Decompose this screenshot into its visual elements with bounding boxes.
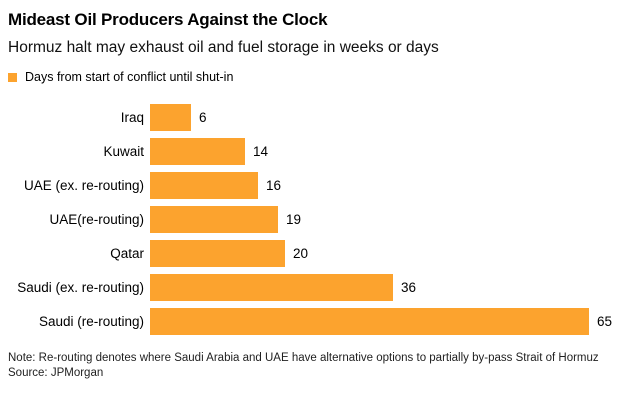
bar-row: UAE(re-routing) 19	[8, 202, 613, 236]
bar-value-label: 14	[253, 143, 269, 159]
legend: Days from start of conflict until shut-i…	[8, 70, 613, 84]
bar-value-label: 20	[293, 245, 309, 261]
bar-row-label: Iraq	[120, 109, 144, 125]
bar-row-label: Qatar	[110, 245, 144, 261]
bar-row: Saudi (ex. re-routing) 36	[8, 270, 613, 304]
bar-track: 14	[150, 134, 613, 168]
bar-row: Saudi (re-routing) 65	[8, 304, 613, 338]
bar-value-label: 6	[199, 109, 207, 125]
bar-row: Qatar 20	[8, 236, 613, 270]
bar	[150, 137, 245, 165]
bar-row: Iraq 6	[8, 100, 613, 134]
bar-row: Kuwait 14	[8, 134, 613, 168]
bar-chart: Iraq 6 Kuwait 14 UAE (ex. re-routing) 16…	[8, 100, 613, 338]
bar-row-label: UAE (ex. re-routing)	[23, 177, 144, 193]
legend-label: Days from start of conflict until shut-i…	[25, 70, 234, 84]
bar-track: 16	[150, 168, 613, 202]
chart-subtitle: Hormuz halt may exhaust oil and fuel sto…	[8, 39, 439, 56]
bar	[150, 171, 258, 199]
bar	[150, 239, 285, 267]
bar-row: UAE (ex. re-routing) 16	[8, 168, 613, 202]
bar-track: 19	[150, 202, 613, 236]
bar-track: 65	[150, 304, 613, 338]
bar	[150, 103, 191, 131]
footnote: Note: Re-routing denotes where Saudi Ara…	[8, 352, 599, 364]
bar-row-label: Kuwait	[103, 143, 144, 159]
bar-track: 36	[150, 270, 613, 304]
bar-row-label: UAE(re-routing)	[49, 211, 144, 227]
legend-swatch-icon	[8, 72, 17, 82]
bar-value-label: 36	[401, 279, 417, 295]
bar-row-label: Saudi (ex. re-routing)	[17, 279, 144, 295]
source-credit: Source: JPMorgan	[8, 367, 104, 379]
bar-track: 20	[150, 236, 613, 270]
chart-footer: Note: Re-routing denotes where Saudi Ara…	[8, 351, 612, 381]
bar	[150, 307, 589, 335]
bar-row-label: Saudi (re-routing)	[38, 313, 144, 329]
bar	[150, 273, 393, 301]
bar-value-label: 16	[266, 177, 282, 193]
bar-value-label: 65	[597, 313, 613, 329]
bar-value-label: 19	[286, 211, 302, 227]
bar-track: 6	[150, 100, 613, 134]
bar	[150, 205, 278, 233]
chart-title: Mideast Oil Producers Against the Clock	[8, 10, 328, 29]
